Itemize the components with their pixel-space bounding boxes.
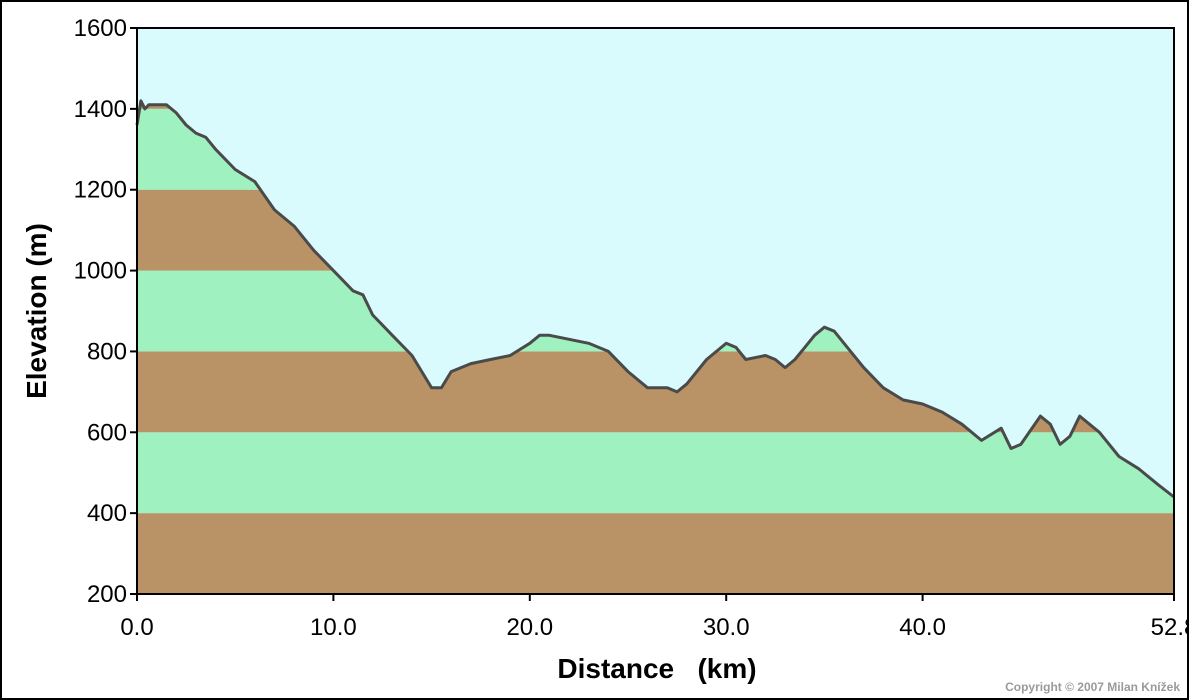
y-tick-label: 400 [87,500,127,527]
y-axis-title: Elevation (m) [21,223,52,399]
copyright-text: Copyright © 2007 Milan Knížek [1005,680,1180,694]
x-tick-label: 40.0 [899,614,946,641]
x-axis-title: Distance (km) [557,653,756,684]
y-tick-label: 200 [87,581,127,608]
elevation-band [137,513,1174,594]
sky-area [137,28,1174,497]
x-tick-label: 30.0 [703,614,750,641]
x-axis: 0.0 10.0 20.0 30.0 40.0 52.8 [120,594,1189,641]
x-tick-label: 20.0 [506,614,553,641]
y-tick-label: 1200 [74,177,127,204]
x-tick-label: 10.0 [310,614,357,641]
elevation-band [137,432,1174,514]
y-tick-label: 600 [87,419,127,446]
y-axis: 200 400 600 800 1000 1200 1400 1600 [74,15,137,608]
plot-border [136,27,1175,595]
y-tick-label: 1600 [74,15,127,42]
x-tick-label: 52.8 [1151,614,1189,641]
elevation-profile-line [135,99,1175,499]
y-tick-label: 1400 [74,96,127,123]
x-tick-label: 0.0 [120,614,153,641]
y-tick-label: 800 [87,338,127,365]
y-tick-label: 1000 [74,258,127,285]
